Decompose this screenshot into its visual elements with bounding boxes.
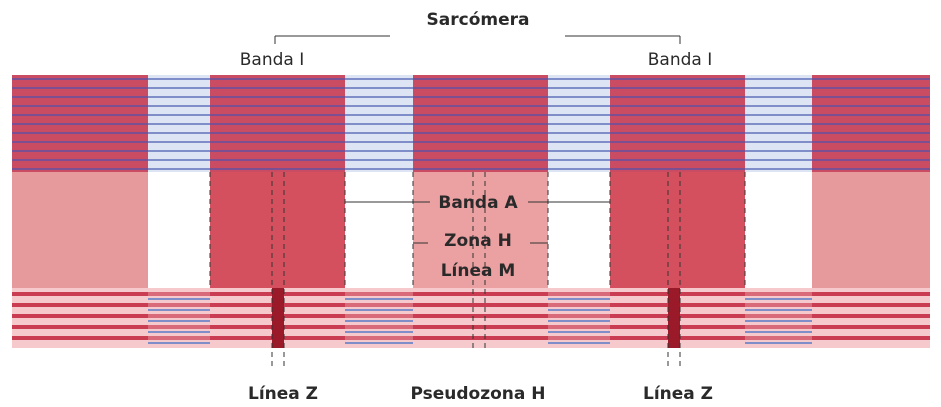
bottom-stripe [745, 292, 812, 296]
bottom-stripe [745, 309, 812, 311]
bottom-stripe [812, 314, 930, 318]
middle-band [12, 172, 148, 288]
middle-band [610, 172, 745, 288]
line-z-label: Línea Z [643, 384, 713, 404]
bottom-stripe [745, 303, 812, 307]
bottom-stripe [548, 298, 610, 300]
line-z-label: Línea Z [248, 384, 318, 404]
line-m-label: Línea M [441, 261, 516, 281]
top-band [345, 75, 413, 172]
band-a-label: Banda A [438, 193, 518, 213]
bottom-stripe [148, 331, 210, 333]
bottom-stripe [345, 298, 413, 300]
bottom-stripe [548, 325, 610, 329]
bottom-stripe [148, 314, 210, 318]
body: Sarcómera Banda I Banda I Banda A Zona H… [0, 0, 941, 407]
bottom-stripe [745, 336, 812, 340]
bottom-stripe [745, 331, 812, 333]
bottom-stripe [12, 314, 148, 318]
bottom-stripe [345, 309, 413, 311]
bottom-stripe [745, 342, 812, 344]
title: Sarcómera [427, 10, 530, 30]
middle-band [148, 172, 210, 288]
bottom-stripe [812, 336, 930, 340]
bottom-stripe [745, 298, 812, 300]
bottom-stripe [345, 292, 413, 296]
bottom-stripe [413, 325, 548, 329]
bottom-stripe [548, 309, 610, 311]
pseudozone-h-label: Pseudozona H [410, 384, 545, 404]
band-i-label: Banda I [240, 50, 304, 70]
bottom-stripe [345, 336, 413, 340]
bottom-stripe [812, 303, 930, 307]
bottom-stripe [148, 303, 210, 307]
bands [12, 75, 930, 370]
bottom-stripe [148, 325, 210, 329]
bottom-stripe [148, 336, 210, 340]
bottom-stripe [745, 325, 812, 329]
top-band [548, 75, 610, 172]
top-band [610, 75, 745, 172]
top-band [210, 75, 345, 172]
bottom-stripe [548, 336, 610, 340]
bottom-stripe [148, 320, 210, 322]
top-band [12, 75, 148, 172]
bottom-stripe [548, 320, 610, 322]
bottom-stripe [548, 292, 610, 296]
middle-band [812, 172, 930, 288]
bottom-stripe [12, 325, 148, 329]
sarcomere-diagram: Sarcómera Banda I Banda I Banda A Zona H… [0, 0, 941, 407]
bottom-stripe [548, 314, 610, 318]
middle-band [548, 172, 610, 288]
top-band [148, 75, 210, 172]
bottom-stripe [413, 336, 548, 340]
bottom-stripe [345, 314, 413, 318]
z-line [272, 288, 284, 348]
bottom-stripe [345, 342, 413, 344]
bottom-stripe [148, 342, 210, 344]
zone-h-label: Zona H [444, 231, 512, 251]
bottom-stripe [12, 303, 148, 307]
bottom-stripe [745, 320, 812, 322]
z-line [668, 288, 680, 348]
bottom-stripe [148, 309, 210, 311]
page: {"header": {"title": "Sarcómera", "band_… [0, 0, 941, 407]
bottom-stripe [413, 314, 548, 318]
bottom-stripe [148, 292, 210, 296]
bottom-stripe [12, 292, 148, 296]
middle-band [345, 172, 413, 288]
bottom-stripe [12, 336, 148, 340]
band-i-label: Banda I [648, 50, 712, 70]
bottom-stripe [745, 314, 812, 318]
bottom-stripe [413, 292, 548, 296]
top-band [413, 75, 548, 172]
bottom-stripe [345, 325, 413, 329]
bottom-stripe [345, 303, 413, 307]
bottom-stripe [413, 303, 548, 307]
bottom-stripe [812, 325, 930, 329]
bottom-stripe [548, 342, 610, 344]
bottom-stripe [548, 331, 610, 333]
top-band [745, 75, 812, 172]
middle-band [745, 172, 812, 288]
bottom-stripe [345, 331, 413, 333]
bottom-stripe [548, 303, 610, 307]
middle-band [210, 172, 345, 288]
bottom-stripe [345, 320, 413, 322]
top-band [812, 75, 930, 172]
bottom-stripe [148, 298, 210, 300]
bottom-stripe [812, 292, 930, 296]
